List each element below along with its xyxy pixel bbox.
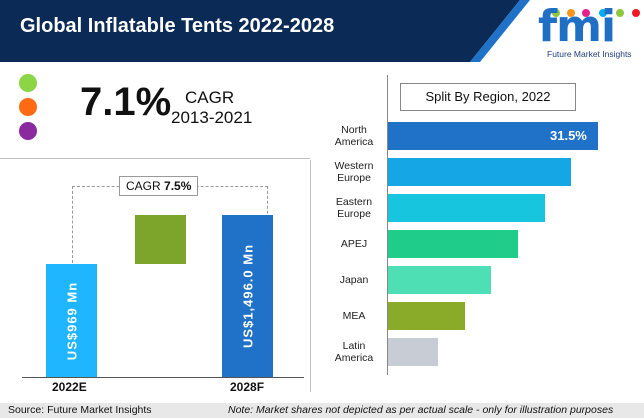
logo-dot-icon bbox=[632, 9, 640, 17]
logo-dot-icon bbox=[616, 9, 624, 17]
bar-2028f-value-label: US$1,496.0 Mn bbox=[240, 243, 255, 349]
logo-subtitle: Future Market Insights bbox=[547, 49, 632, 59]
logo-dot-icon bbox=[567, 9, 575, 17]
logo-dot-icon bbox=[582, 9, 590, 17]
cagr-value: 7.1% bbox=[80, 80, 172, 124]
logo-dot-icon bbox=[599, 9, 607, 17]
region-bar-eastern-europe bbox=[388, 194, 545, 222]
region-value-label: 31.5% bbox=[550, 128, 587, 143]
note-text: Note: Market shares not depicted as per … bbox=[228, 404, 614, 416]
region-bar-north-america bbox=[388, 122, 598, 150]
cagr-annotation-prefix: CAGR bbox=[126, 179, 165, 193]
cagr-label: CAGR bbox=[185, 88, 235, 107]
region-bar-western-europe bbox=[388, 158, 572, 186]
x-label-2022e: 2022E bbox=[52, 380, 87, 394]
header-banner bbox=[0, 0, 530, 62]
vertical-divider bbox=[310, 160, 311, 392]
footer-bar bbox=[0, 403, 644, 418]
region-chart-title: Split By Region, 2022 bbox=[400, 83, 576, 111]
region-axis-line bbox=[387, 75, 388, 375]
logo-dot-icon bbox=[552, 9, 560, 17]
region-bar-latin-america bbox=[388, 338, 438, 366]
region-label: MEA bbox=[342, 309, 366, 322]
region-label: North America bbox=[334, 123, 374, 149]
bar-growth-increment bbox=[135, 215, 186, 264]
source-text: Source: Future Market Insights bbox=[8, 404, 152, 416]
x-label-2028f: 2028F bbox=[230, 380, 265, 394]
purple-dot-icon bbox=[19, 122, 37, 140]
chart-title: Global Inflatable Tents 2022-2028 bbox=[20, 15, 335, 37]
bar-2028f: US$1,496.0 Mn bbox=[222, 215, 273, 377]
cagr-period: 2013-2021 bbox=[171, 108, 253, 127]
section-divider bbox=[0, 158, 310, 159]
region-label: Latin America bbox=[334, 339, 374, 365]
green-dot-icon bbox=[19, 74, 37, 92]
region-label: APEJ bbox=[340, 237, 368, 250]
logo-text: fmi bbox=[538, 1, 616, 52]
region-bar-japan bbox=[388, 266, 492, 294]
region-bar-apej bbox=[388, 230, 518, 258]
region-label: Eastern Europe bbox=[335, 195, 373, 221]
region-label: Japan bbox=[339, 273, 369, 286]
baseline bbox=[22, 377, 304, 378]
region-label: Western Europe bbox=[334, 159, 374, 185]
cagr-annotation: CAGR 7.5% bbox=[119, 176, 199, 196]
orange-dot-icon bbox=[19, 98, 37, 116]
region-bar-mea bbox=[388, 302, 465, 330]
bar-2022e-value-label: US$969 Mn bbox=[64, 281, 79, 360]
bar-2022e: US$969 Mn bbox=[46, 264, 97, 377]
cagr-annotation-value: 7.5% bbox=[164, 179, 192, 193]
